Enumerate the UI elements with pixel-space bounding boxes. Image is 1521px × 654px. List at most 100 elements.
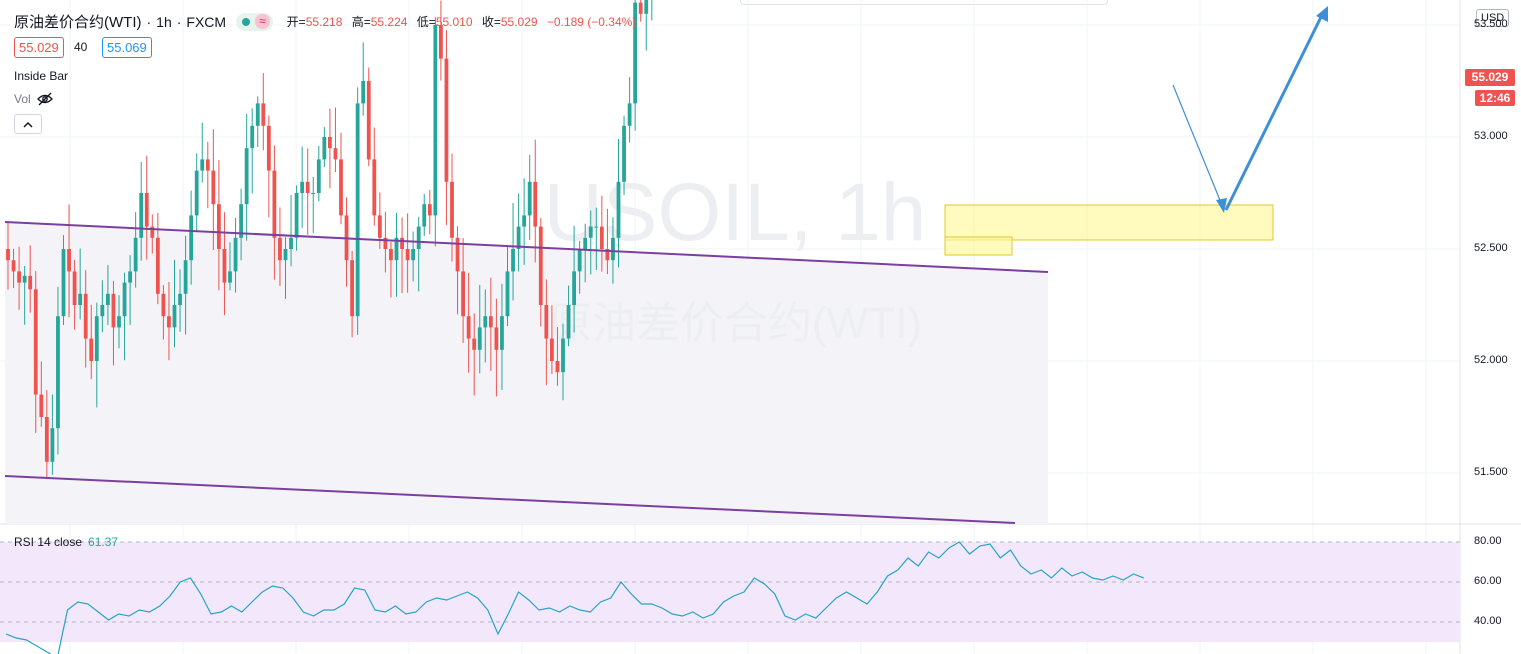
candle-body bbox=[594, 226, 599, 228]
price-axis-label: 52.000 bbox=[1474, 354, 1508, 366]
candle-body bbox=[83, 293, 88, 339]
candle-body bbox=[217, 204, 221, 249]
candle-body bbox=[33, 289, 38, 395]
candle-body bbox=[472, 338, 477, 350]
chevron-up-icon bbox=[23, 121, 33, 128]
candle-body bbox=[22, 275, 27, 283]
rsi-axis-label: 40.00 bbox=[1474, 615, 1502, 627]
candle-body bbox=[311, 193, 316, 194]
candle-body bbox=[439, 25, 443, 59]
candle-body bbox=[350, 260, 354, 317]
candle-body bbox=[627, 103, 632, 126]
candle-body bbox=[494, 327, 499, 350]
candle-body bbox=[339, 159, 343, 216]
candle-body bbox=[411, 249, 416, 261]
candle-body bbox=[466, 316, 471, 339]
candle-body bbox=[67, 249, 71, 272]
candle-body bbox=[178, 293, 182, 305]
inside-bar-indicator-label[interactable]: Inside Bar bbox=[14, 69, 69, 83]
candle-body bbox=[155, 237, 160, 294]
high-value: 55.224 bbox=[370, 15, 408, 29]
candle-body bbox=[183, 260, 188, 294]
candle-body bbox=[278, 237, 282, 261]
candle-body bbox=[583, 237, 588, 249]
candle-body bbox=[139, 193, 144, 238]
candle-body bbox=[28, 275, 33, 290]
candle-body bbox=[588, 226, 593, 238]
interval-label[interactable]: 1h bbox=[156, 13, 172, 30]
projection-arrow-up bbox=[1224, 14, 1324, 211]
candle-body bbox=[505, 271, 510, 317]
candle-body bbox=[400, 237, 404, 249]
spread-value: 40 bbox=[74, 40, 88, 54]
candle-body bbox=[39, 394, 44, 417]
volume-indicator-label[interactable]: Vol bbox=[14, 92, 54, 106]
symbol-name[interactable]: 原油差价合约(WTI) bbox=[14, 14, 142, 31]
candle-body bbox=[355, 103, 360, 317]
price-axis-label: 51.500 bbox=[1474, 466, 1508, 478]
candle-body bbox=[638, 2, 643, 14]
currency-label[interactable]: USD bbox=[1476, 9, 1510, 27]
candle-body bbox=[250, 125, 255, 149]
candle-body bbox=[133, 237, 138, 272]
candle-body bbox=[150, 226, 155, 238]
candle-body bbox=[555, 361, 560, 373]
candle-body bbox=[172, 305, 177, 328]
candle-body bbox=[272, 170, 277, 238]
price-axis-label: 52.500 bbox=[1474, 242, 1508, 254]
candle-body bbox=[194, 170, 199, 216]
candles-group bbox=[6, 0, 653, 478]
candle-body bbox=[333, 148, 338, 160]
open-value: 55.218 bbox=[305, 15, 343, 29]
change-value: −0.189 (−0.34%) bbox=[546, 15, 637, 29]
candle-body bbox=[117, 316, 121, 328]
market-status-badge[interactable]: ≈ bbox=[236, 12, 273, 31]
sell-price-button[interactable]: 55.029 bbox=[14, 37, 64, 58]
candle-body bbox=[72, 271, 77, 305]
candle-body bbox=[450, 181, 454, 238]
candle-body bbox=[622, 125, 626, 182]
channel-fill bbox=[5, 222, 1048, 524]
last-price-label: 55.029 bbox=[1465, 69, 1515, 86]
eye-off-icon[interactable] bbox=[36, 92, 54, 106]
candle-body bbox=[283, 249, 288, 261]
candle-body bbox=[111, 293, 116, 328]
rsi-legend[interactable]: RSI 14 close 61.37 bbox=[14, 535, 118, 549]
candle-body bbox=[106, 293, 110, 305]
close-value: 55.029 bbox=[500, 15, 538, 29]
candle-body bbox=[261, 103, 266, 126]
vol-label: Vol bbox=[14, 92, 31, 106]
exchange-label: FXCM bbox=[186, 13, 227, 30]
candle-body bbox=[605, 249, 610, 261]
candle-body bbox=[61, 249, 66, 317]
small-zone bbox=[944, 236, 1013, 256]
candle-body bbox=[366, 81, 371, 160]
candle-body bbox=[305, 181, 310, 193]
rsi-axis-label: 60.00 bbox=[1474, 575, 1502, 587]
rsi-value: 61.37 bbox=[88, 535, 119, 549]
watermark-description: 原油差价合约(WTI) bbox=[548, 299, 922, 348]
candle-body bbox=[577, 249, 582, 272]
candle-body bbox=[377, 215, 382, 238]
top-toolbar-edge bbox=[740, 0, 1108, 5]
candle-body bbox=[94, 316, 99, 361]
market-open-dot-icon bbox=[242, 17, 251, 26]
candle-body bbox=[511, 249, 515, 272]
bar-countdown-label: 12:46 bbox=[1475, 90, 1515, 106]
price-axis-label: 53.500 bbox=[1474, 18, 1508, 30]
projection-arrow-down bbox=[1172, 84, 1225, 211]
rsi-line bbox=[5, 541, 1145, 654]
buy-price-button[interactable]: 55.069 bbox=[102, 37, 152, 58]
rsi-band bbox=[0, 542, 1460, 642]
candle-body bbox=[167, 316, 171, 328]
candle-body bbox=[56, 316, 60, 429]
candle-body bbox=[144, 193, 149, 227]
collapse-indicators-button[interactable] bbox=[14, 114, 42, 134]
rsi-axis-label: 80.00 bbox=[1474, 535, 1502, 547]
channel-lower-line bbox=[4, 475, 1016, 524]
low-value: 55.010 bbox=[435, 15, 473, 29]
candle-body bbox=[488, 316, 493, 328]
candle-body bbox=[17, 271, 21, 283]
supply-demand-zone bbox=[944, 204, 1274, 241]
